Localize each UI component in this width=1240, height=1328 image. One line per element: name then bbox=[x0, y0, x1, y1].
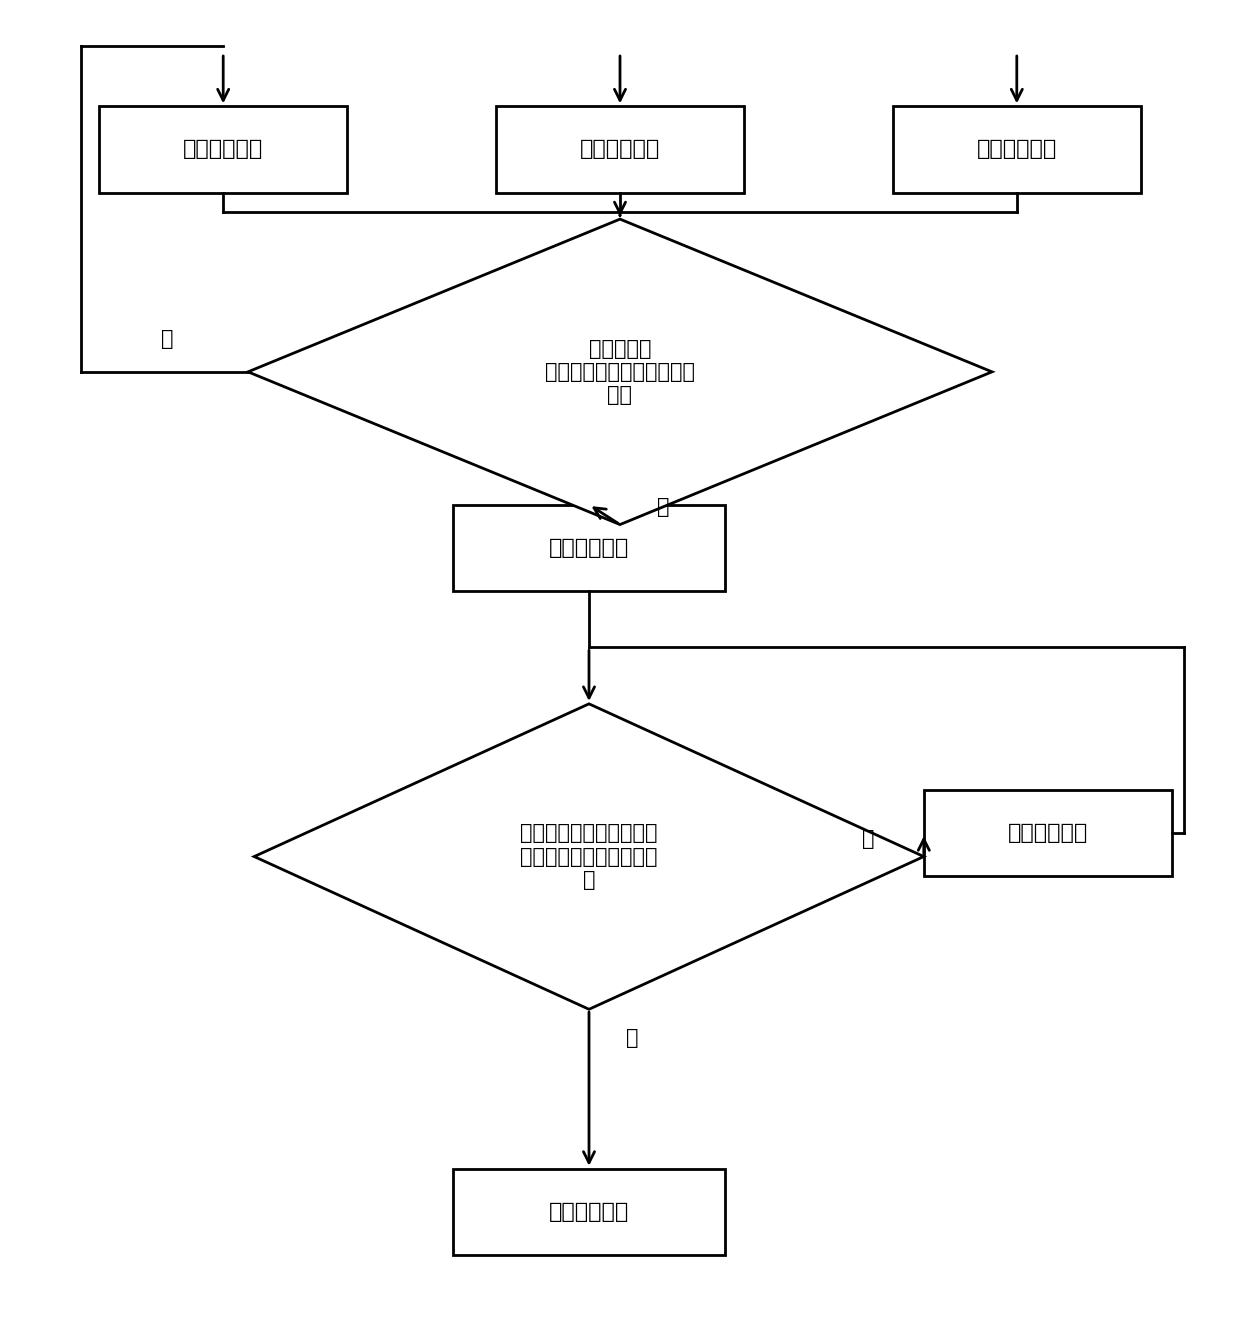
Text: 进入除霜模式: 进入除霜模式 bbox=[549, 538, 629, 558]
Text: 判断翕片温度或除霜运行
时间是否满足退出除霜条
件: 判断翕片温度或除霜运行 时间是否满足退出除霜条 件 bbox=[521, 823, 657, 890]
Text: 退出除霜模式: 退出除霜模式 bbox=[549, 1202, 629, 1222]
Bar bbox=[453, 1169, 725, 1255]
Polygon shape bbox=[254, 704, 924, 1009]
Text: 维持除霜模式: 维持除霜模式 bbox=[1008, 823, 1087, 843]
Text: 否: 否 bbox=[161, 328, 174, 349]
Text: 环温温度采集: 环温温度采集 bbox=[184, 139, 263, 159]
Text: 翕片温度采集: 翕片温度采集 bbox=[580, 139, 660, 159]
Text: 风机电流采集: 风机电流采集 bbox=[977, 139, 1056, 159]
Text: 根据采集的
数据判断是否满足开始除霜
条件: 根据采集的 数据判断是否满足开始除霜 条件 bbox=[546, 339, 694, 405]
Bar bbox=[893, 106, 1141, 193]
Bar bbox=[99, 106, 347, 193]
Bar bbox=[453, 505, 725, 591]
Text: 否: 否 bbox=[862, 829, 874, 850]
Polygon shape bbox=[248, 219, 992, 525]
Text: 是: 是 bbox=[657, 497, 670, 518]
Bar bbox=[924, 790, 1172, 876]
Bar bbox=[496, 106, 744, 193]
Text: 是: 是 bbox=[626, 1028, 639, 1049]
